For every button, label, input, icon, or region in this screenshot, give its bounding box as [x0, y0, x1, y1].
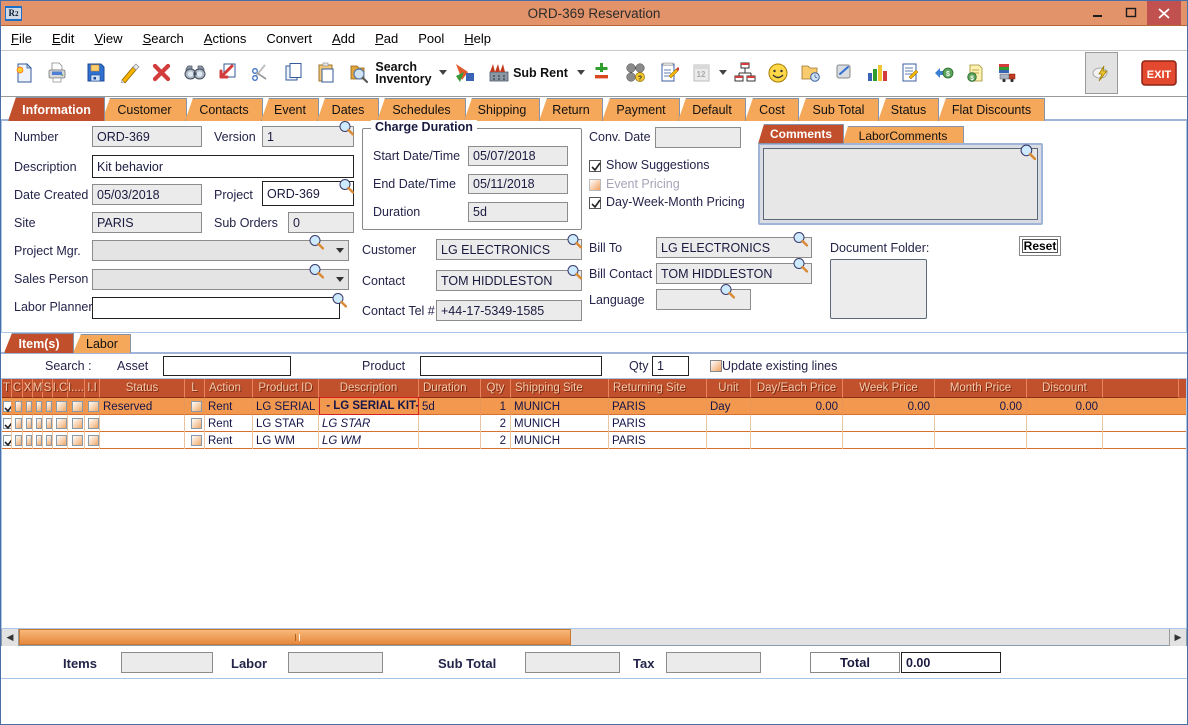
svg-text:?: ?: [637, 76, 641, 83]
svg-text:$: $: [946, 71, 950, 78]
svg-text:$: $: [970, 75, 974, 82]
svg-text:12: 12: [696, 70, 705, 79]
svg-text:EXIT: EXIT: [1147, 69, 1172, 81]
